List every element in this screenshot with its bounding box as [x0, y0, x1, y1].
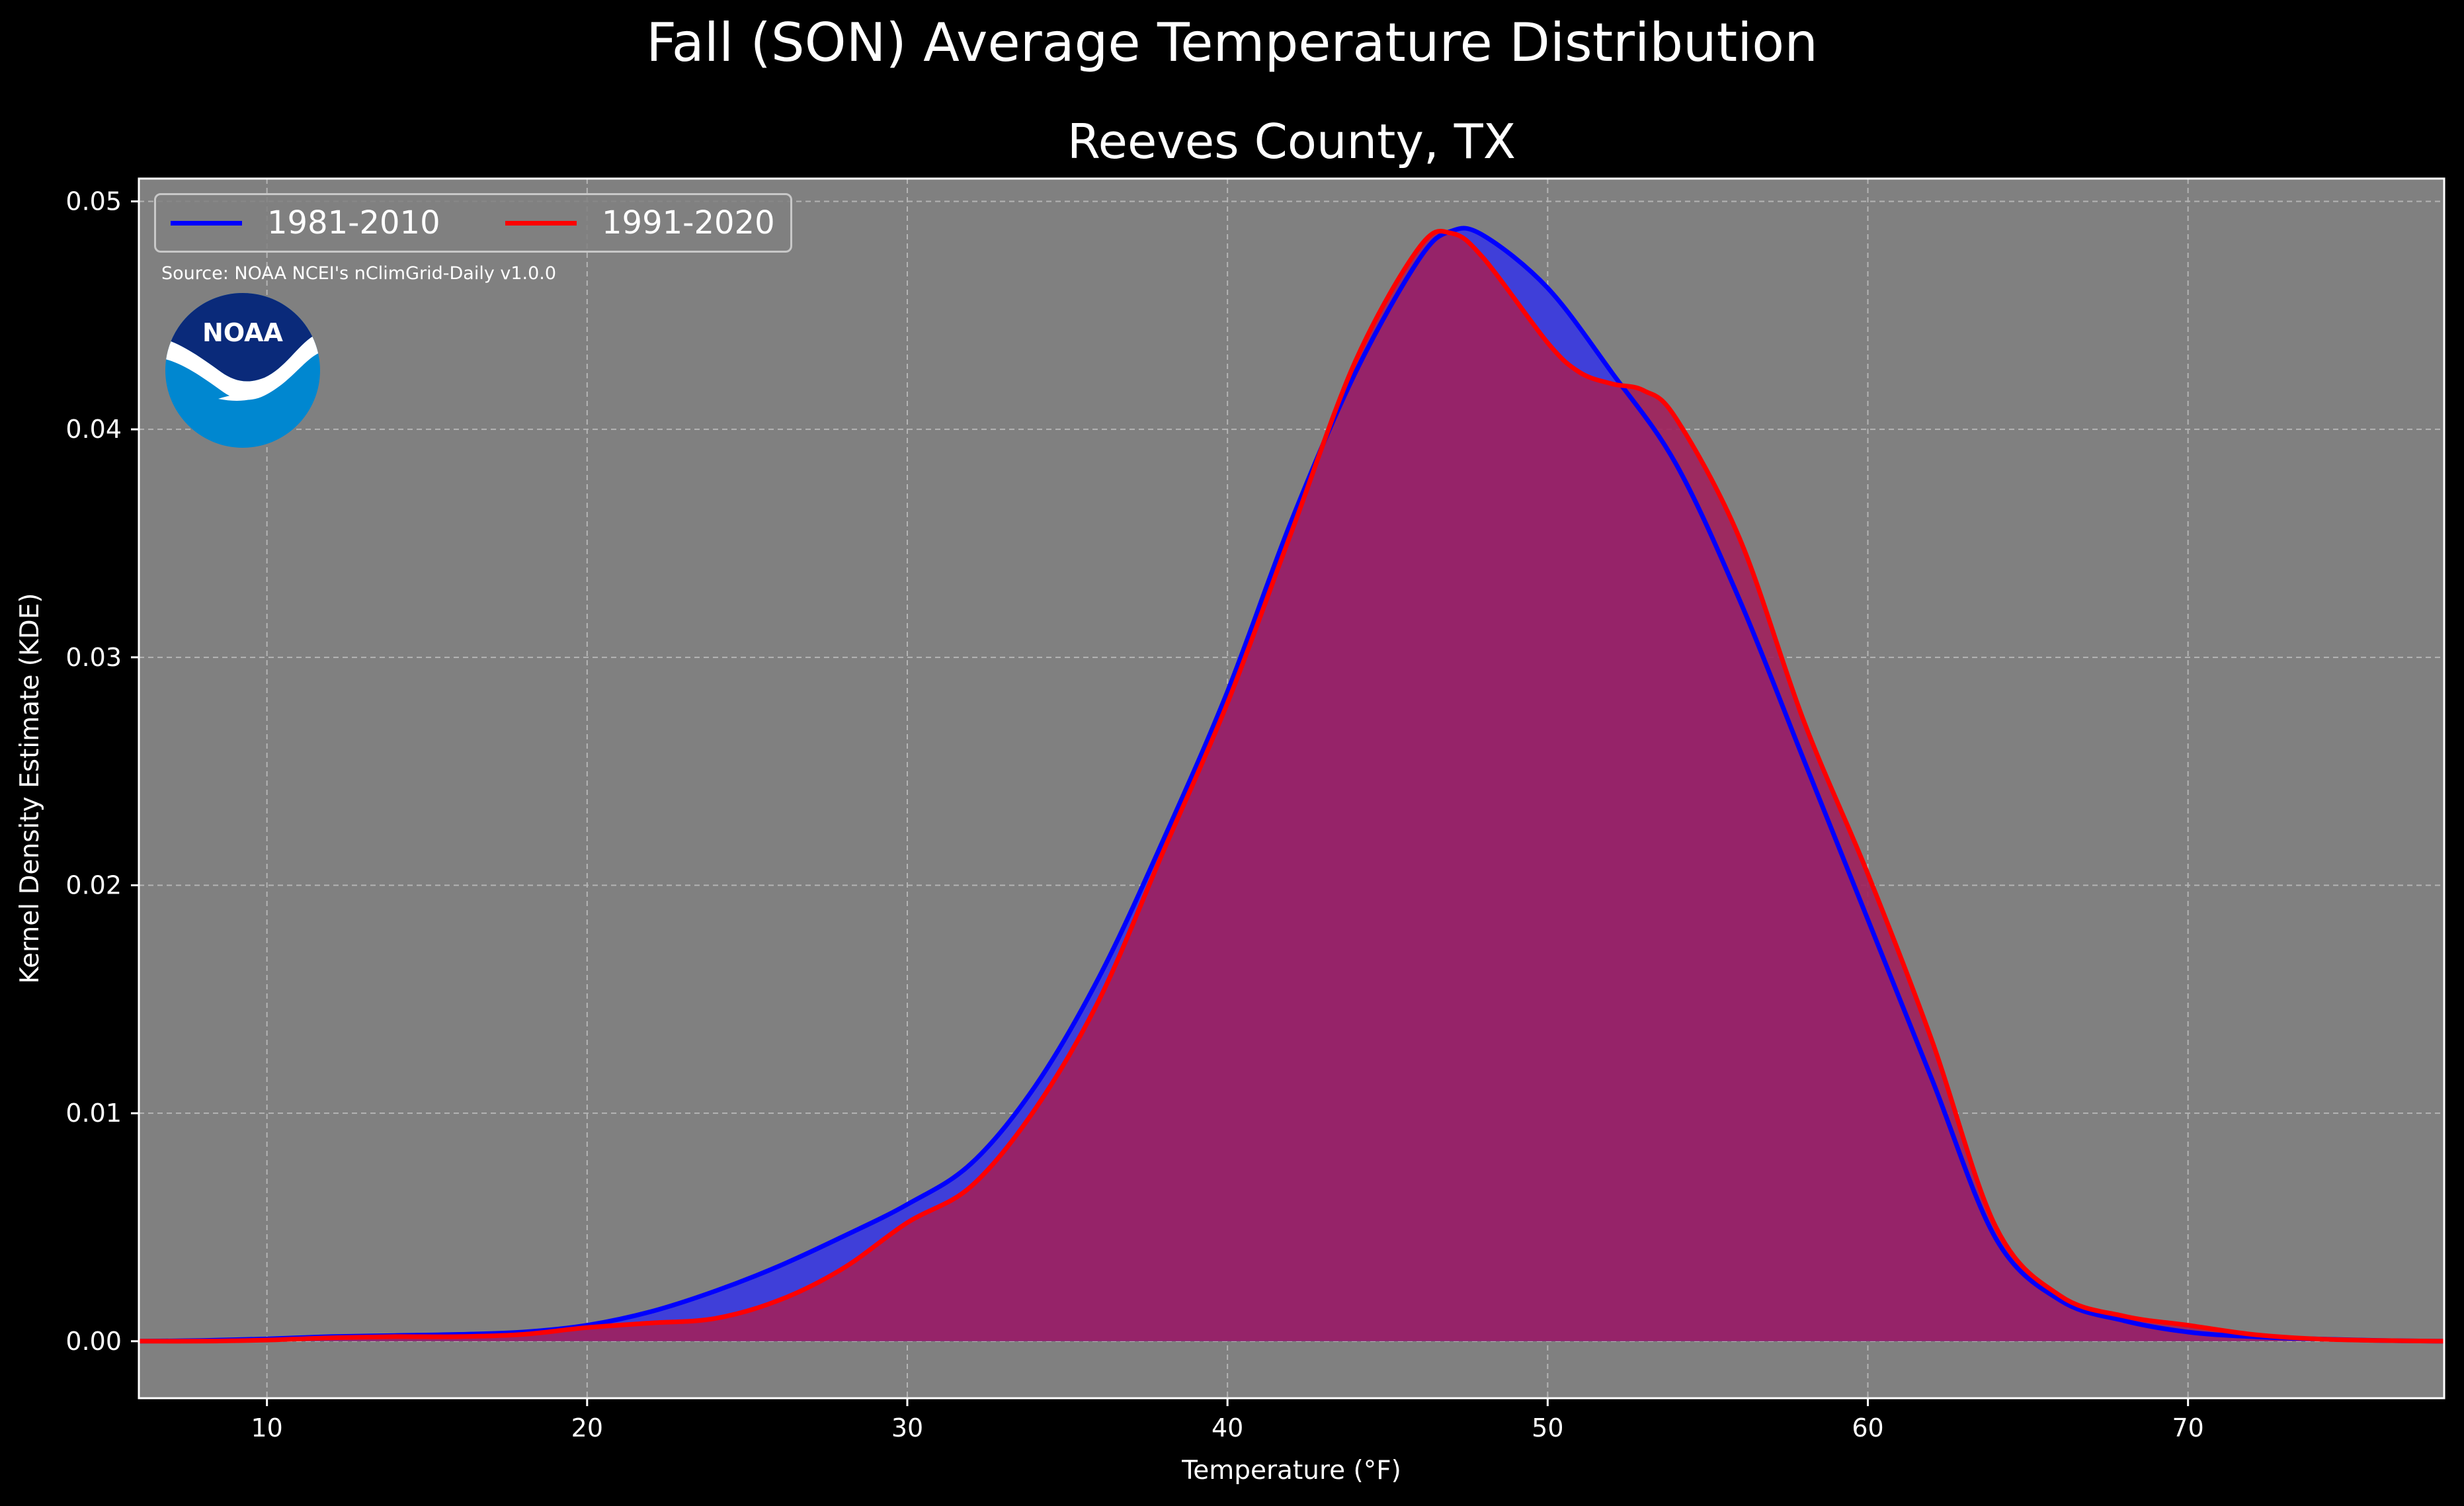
legend-label-1981-2010: 1981-2010 — [267, 204, 440, 241]
y-axis-ticks: 0.00 0.01 0.02 0.03 0.04 0.05 — [65, 187, 139, 1356]
series-areas — [139, 228, 2444, 1341]
chart-title: Fall (SON) Average Temperature Distribut… — [646, 12, 1818, 73]
legend-item-1981-2010: 1981-2010 — [171, 195, 440, 251]
source-note: Source: NOAA NCEI's nClimGrid-Daily v1.0… — [161, 263, 557, 284]
series-lines — [138, 226, 2445, 1344]
line-1991-2020 — [138, 229, 2445, 1344]
x-axis-label: Temperature (°F) — [1181, 1456, 1401, 1485]
x-axis-ticks: 10 20 30 40 50 60 70 — [251, 1398, 2204, 1443]
y-axis-label: Kernel Density Estimate (KDE) — [15, 593, 45, 984]
legend: 1981-2010 1991-2020 — [154, 193, 792, 253]
x-tick-label: 60 — [1852, 1413, 1883, 1443]
x-tick-label: 70 — [2172, 1413, 2203, 1443]
y-tick-label: 0.00 — [65, 1327, 122, 1356]
y-tick-label: 0.04 — [65, 415, 122, 444]
x-tick-label: 20 — [571, 1413, 603, 1443]
x-tick-label: 30 — [891, 1413, 923, 1443]
area-1991-2020 — [139, 231, 2444, 1341]
x-tick-label: 50 — [1532, 1413, 1563, 1443]
y-tick-label: 0.02 — [65, 870, 122, 899]
plot-frame — [138, 177, 2445, 1400]
y-tick-label: 0.05 — [65, 187, 122, 216]
chart-subtitle: Reeves County, TX — [1067, 114, 1516, 169]
x-tick-label: 40 — [1211, 1413, 1243, 1443]
x-tick-label: 10 — [251, 1413, 282, 1443]
legend-label-1991-2020: 1991-2020 — [602, 204, 775, 241]
line-1981-2010 — [138, 226, 2445, 1344]
y-tick-label: 0.03 — [65, 643, 122, 672]
legend-swatch-red — [505, 220, 577, 226]
y-tick-label: 0.01 — [65, 1099, 122, 1128]
legend-swatch-blue — [171, 220, 242, 226]
noaa-logo: NOAA — [165, 293, 320, 448]
legend-item-1991-2020: 1991-2020 — [505, 195, 775, 251]
noaa-logo-text: NOAA — [202, 318, 283, 347]
